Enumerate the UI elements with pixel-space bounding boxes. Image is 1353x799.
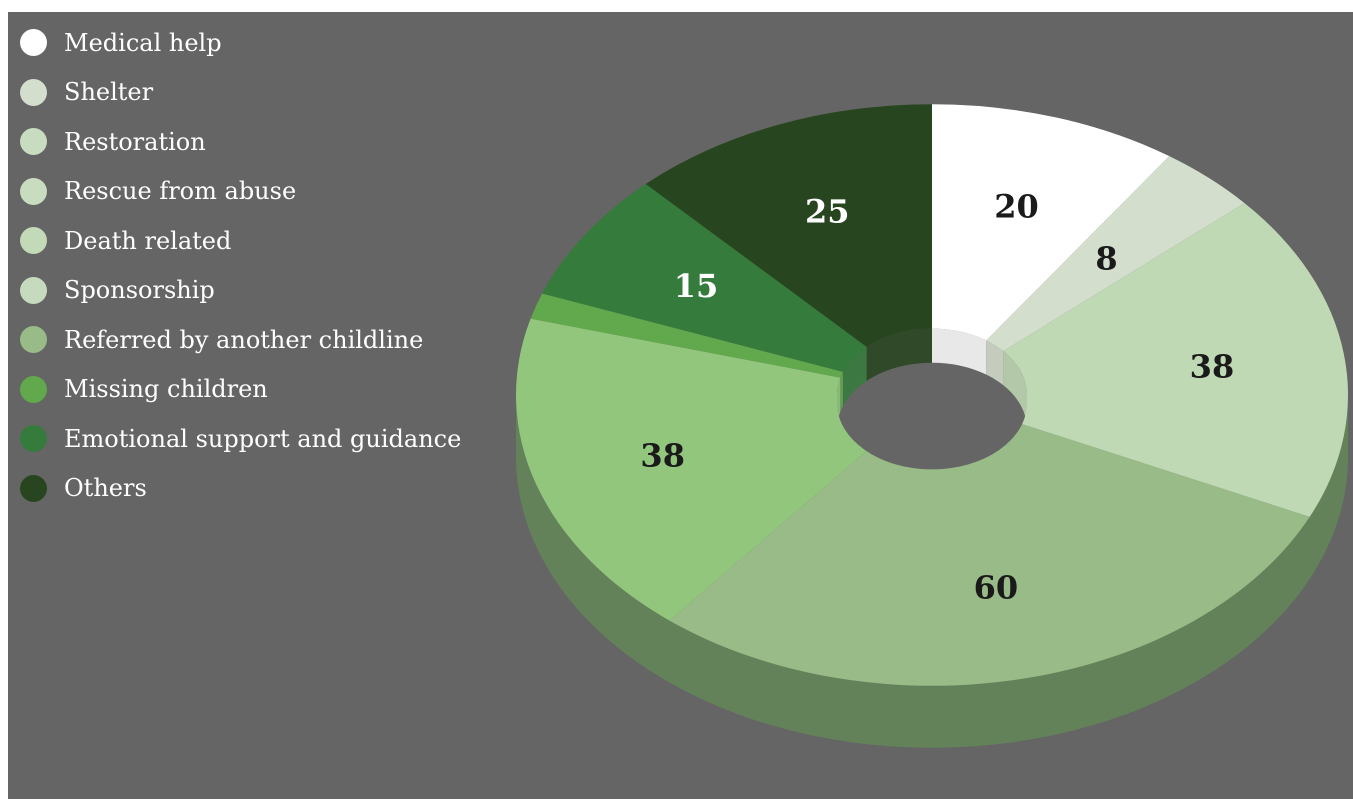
legend-swatch: [20, 276, 47, 304]
legend-item-death-related: Death related: [20, 216, 461, 266]
slice-missing-children: [515, 318, 873, 621]
legend-swatch: [20, 227, 47, 255]
legend-label: Death related: [64, 226, 232, 255]
slice-emotional-support-and-guidance: [530, 293, 843, 378]
legend-item-medical-help: Medical help: [20, 18, 461, 68]
slice-unlabeled: [645, 104, 932, 347]
legend-swatch: [20, 425, 47, 453]
data-label: 8: [1095, 239, 1117, 277]
slice-others: [542, 183, 867, 372]
legend-label: Missing children: [64, 375, 268, 404]
legend-swatch: [20, 474, 47, 502]
legend-swatch: [20, 29, 47, 57]
inner-wall-shelter: [986, 340, 1004, 386]
slice-restoration: [1003, 203, 1348, 517]
data-label: 25: [805, 192, 850, 230]
legend-swatch: [20, 128, 47, 156]
legend-label: Referred by another childline: [64, 325, 424, 354]
legend: Medical help Shelter Restoration Rescue …: [20, 18, 461, 513]
inner-wall-missing-children: [837, 377, 841, 430]
legend-label: Sponsorship: [64, 276, 215, 305]
inner-wall-others: [842, 346, 867, 406]
donut-side-wall: [516, 395, 1348, 748]
data-label: 38: [640, 437, 685, 475]
legend-label: Rescue from abuse: [64, 177, 297, 206]
legend-item-shelter: Shelter: [20, 68, 461, 118]
inner-wall-unlabeled: [866, 328, 932, 381]
legend-item-referred: Referred by another childline: [20, 315, 461, 365]
legend-swatch: [20, 177, 47, 205]
slice-referred-by-another-childline: [669, 422, 1310, 686]
legend-item-sponsorship: Sponsorship: [20, 266, 461, 316]
inner-wall-emotional-support-and-guidance: [840, 371, 843, 412]
legend-item-restoration: Restoration: [20, 117, 461, 167]
data-label: 15: [674, 267, 719, 305]
data-label: 60: [974, 569, 1019, 607]
legend-label: Shelter: [64, 78, 154, 107]
legend-swatch: [20, 375, 47, 403]
slice-shelter: [986, 156, 1245, 352]
legend-item-rescue-from-abuse: Rescue from abuse: [20, 167, 461, 217]
legend-item-missing-children: Missing children: [20, 365, 461, 415]
inner-wall-restoration: [1003, 351, 1027, 430]
legend-swatch: [20, 78, 47, 106]
data-label: 38: [1190, 348, 1235, 386]
data-label: 20: [994, 187, 1039, 225]
legend-item-others: Others: [20, 464, 461, 514]
inner-wall-medical-help: [932, 328, 987, 375]
legend-label: Emotional support and guidance: [64, 424, 462, 453]
slice-medical-help: [932, 104, 1170, 341]
legend-label: Medical help: [64, 28, 222, 57]
legend-label: Restoration: [64, 127, 206, 156]
legend-label: Others: [64, 474, 147, 503]
legend-swatch: [20, 326, 47, 354]
legend-item-emotional-support: Emotional support and guidance: [20, 414, 461, 464]
